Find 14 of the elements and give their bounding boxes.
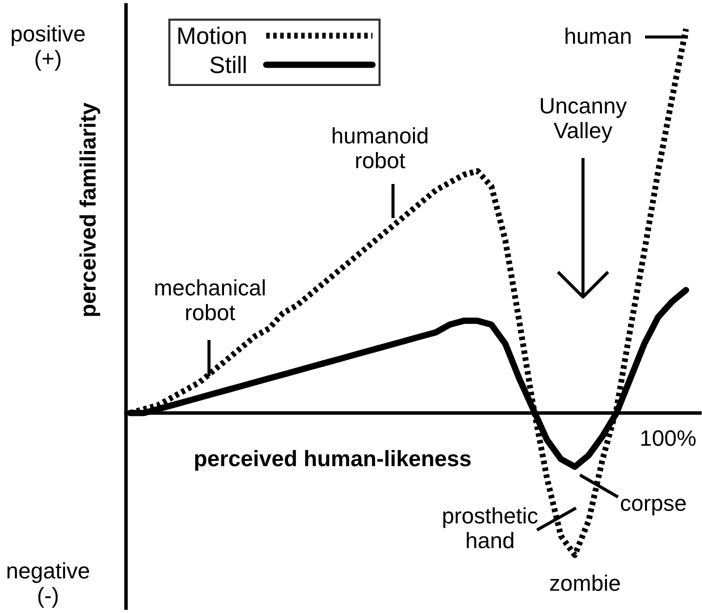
legend-label: Motion xyxy=(178,26,246,44)
annotation: human xyxy=(566,28,631,44)
annotation: prosthetic hand xyxy=(443,507,538,548)
annotation: humanoid robot xyxy=(332,127,428,168)
annotation: Uncanny Valley xyxy=(540,98,627,143)
text: zombie xyxy=(550,574,620,591)
legend-label: Still xyxy=(210,56,246,74)
annotation: corpse xyxy=(620,498,686,516)
annotation: mechanical robot xyxy=(155,279,265,320)
annotation: 100% xyxy=(641,430,696,446)
x-axis-title: perceived human-likeness xyxy=(195,450,471,471)
y-axis-title: perceived familiarity xyxy=(79,102,100,316)
text: positive (+) xyxy=(12,25,85,71)
text: negative (-) xyxy=(7,562,90,608)
